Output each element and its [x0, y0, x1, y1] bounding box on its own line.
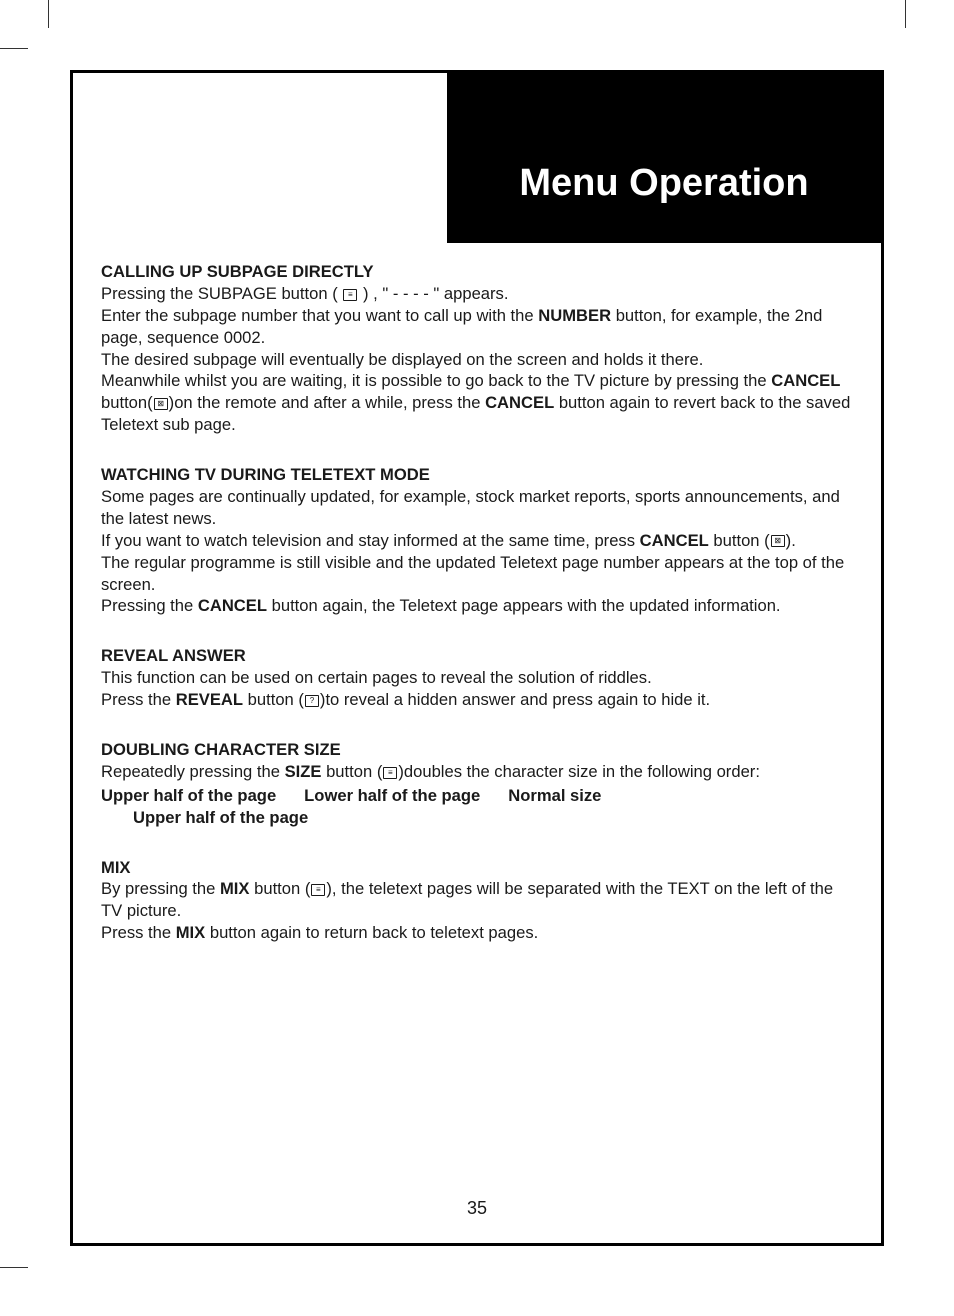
- heading: CALLING UP SUBPAGE DIRECTLY: [101, 261, 853, 283]
- body-text: Meanwhile whilst you are waiting, it is …: [101, 370, 853, 436]
- heading: REVEAL ANSWER: [101, 645, 853, 667]
- body-text: Press the REVEAL button (?)to reveal a h…: [101, 689, 853, 711]
- body-text: Pressing the CANCEL button again, the Te…: [101, 595, 853, 617]
- page-number: 35: [73, 1198, 881, 1219]
- body-text: Enter the subpage number that you want t…: [101, 305, 853, 349]
- cancel-icon: ⊠: [154, 398, 168, 410]
- crop-mark: [0, 48, 28, 49]
- mix-icon: ≡: [311, 884, 325, 896]
- body-text: This function can be used on certain pag…: [101, 667, 853, 689]
- body-text: If you want to watch television and stay…: [101, 530, 853, 552]
- section-mix: MIX By pressing the MIX button (≡), the …: [101, 857, 853, 945]
- body-text: The regular programme is still visible a…: [101, 552, 853, 596]
- section-reveal: REVEAL ANSWER This function can be used …: [101, 645, 853, 711]
- body-text: Pressing the SUBPAGE button ( ≡ ) , " - …: [101, 283, 853, 305]
- content: CALLING UP SUBPAGE DIRECTLY Pressing the…: [101, 261, 853, 972]
- body-text: By pressing the MIX button (≡), the tele…: [101, 878, 853, 922]
- body-text: Press the MIX button again to return bac…: [101, 922, 853, 944]
- section-size: DOUBLING CHARACTER SIZE Repeatedly press…: [101, 739, 853, 829]
- body-text: Some pages are continually updated, for …: [101, 486, 853, 530]
- size-sequence-2: Upper half of the page: [101, 807, 853, 829]
- title-block: Menu Operation: [447, 73, 881, 243]
- page-frame: Menu Operation CALLING UP SUBPAGE DIRECT…: [70, 70, 884, 1246]
- size-icon: ≡: [383, 767, 397, 779]
- crop-mark: [48, 0, 49, 28]
- page-title: Menu Operation: [519, 162, 808, 205]
- crop-mark: [0, 1267, 28, 1268]
- subpage-icon: ≡: [343, 289, 357, 301]
- section-subpage: CALLING UP SUBPAGE DIRECTLY Pressing the…: [101, 261, 853, 436]
- heading: DOUBLING CHARACTER SIZE: [101, 739, 853, 761]
- reveal-icon: ?: [305, 695, 319, 707]
- cancel-icon: ⊠: [771, 535, 785, 547]
- body-text: Repeatedly pressing the SIZE button (≡)d…: [101, 761, 853, 783]
- body-text: The desired subpage will eventually be d…: [101, 349, 853, 371]
- size-sequence: Upper half of the pageLower half of the …: [101, 785, 853, 807]
- crop-mark: [905, 0, 906, 28]
- heading: MIX: [101, 857, 853, 879]
- section-watching: WATCHING TV DURING TELETEXT MODE Some pa…: [101, 464, 853, 617]
- heading: WATCHING TV DURING TELETEXT MODE: [101, 464, 853, 486]
